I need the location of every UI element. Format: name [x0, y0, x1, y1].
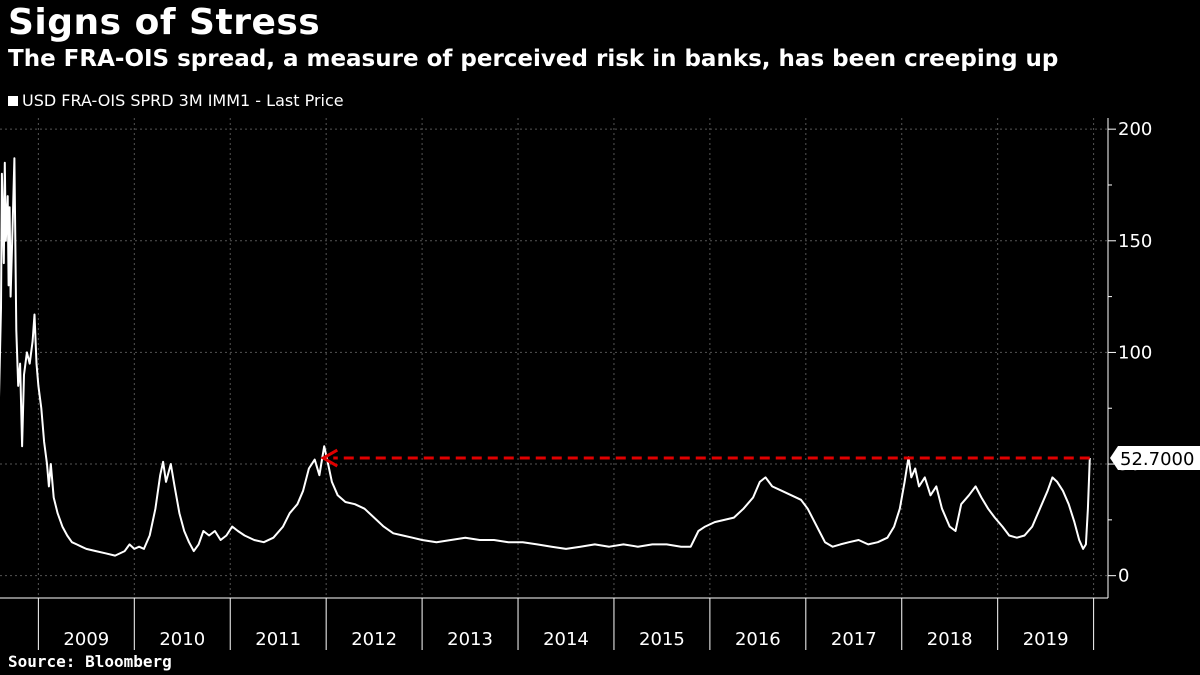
legend-label: USD FRA-OIS SPRD 3M IMM1 - Last Price — [22, 91, 344, 110]
last-value-label: 52.7000 — [1120, 449, 1194, 470]
arrowhead-icon — [320, 448, 339, 468]
annotations: 52.7000 — [320, 446, 1200, 471]
x-tick-label: 2016 — [735, 629, 781, 650]
y-axis-ticks: 050100150200 — [1118, 119, 1152, 587]
chart-subtitle: The FRA-OIS spread, a measure of perceiv… — [8, 46, 1059, 72]
series-line — [0, 157, 1091, 557]
chart-title: Signs of Stress — [8, 2, 321, 43]
x-tick-label: 2011 — [255, 629, 301, 650]
x-tick-label: 2015 — [639, 629, 685, 650]
x-tick-label: 2013 — [447, 629, 493, 650]
series-group — [0, 157, 1091, 557]
chart-legend: USD FRA-OIS SPRD 3M IMM1 - Last Price — [8, 91, 344, 110]
y-tick-label: 200 — [1118, 119, 1152, 140]
y-tick-label: 150 — [1118, 231, 1152, 252]
last-value-callout — [1110, 446, 1200, 471]
x-tick-label: 2009 — [63, 629, 109, 650]
x-axis-ticks: 2009 2010 2011 2012 2013 2014 2015 2016 2017 2018… — [63, 629, 1068, 650]
y-tick-label: 100 — [1118, 342, 1152, 363]
source-note: Source: Bloomberg — [8, 652, 172, 671]
axes — [0, 118, 1116, 650]
x-tick-label: 2010 — [159, 629, 205, 650]
x-tick-label: 2019 — [1023, 629, 1069, 650]
grid — [0, 118, 1108, 598]
x-tick-label: 2017 — [831, 629, 877, 650]
x-tick-label: 2018 — [927, 629, 973, 650]
x-tick-label: 2014 — [543, 629, 589, 650]
y-tick-label: 0 — [1118, 566, 1129, 587]
x-tick-label: 2012 — [351, 629, 397, 650]
legend-swatch-icon — [8, 95, 18, 106]
